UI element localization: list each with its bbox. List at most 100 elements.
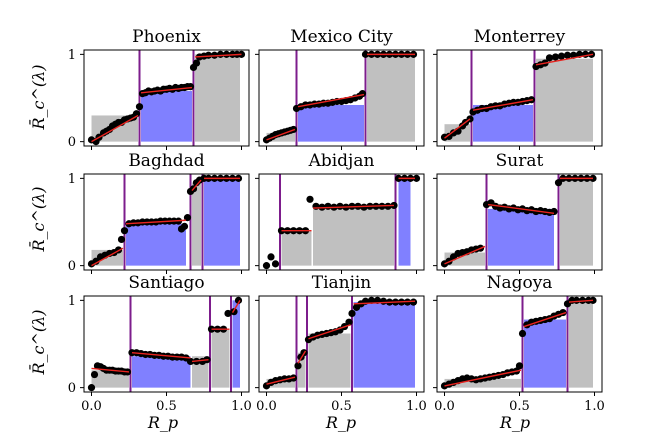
segment-bar [91,370,129,388]
x-tick-label: 0.0 [434,399,455,414]
fit-line [91,247,124,267]
data-point [358,90,367,98]
panel-title: Abidjan [308,151,375,171]
data-point [230,308,238,316]
fit-line [91,114,139,143]
x-axis-label-col-3: R_p [499,413,530,432]
plot-area [262,174,421,270]
segment-bar [281,230,312,266]
data-point [117,235,126,244]
data-point [361,50,370,58]
data-point [183,214,192,222]
x-tick-label: 1.0 [584,399,605,414]
fit-line [297,93,365,108]
plot-area [440,50,596,146]
segment-bar [488,208,554,266]
y-axis-label-row-1: R̄_c^(λ) [27,64,48,130]
panel-baghdad: Baghdad 0 1 [68,151,250,274]
y-axis-label-text: R̄_c^(λ) [27,64,48,130]
data-point [306,195,314,203]
fit-line [194,53,242,58]
segment-bar [536,58,593,142]
data-point [557,52,566,60]
panel-title: Phoenix [132,27,201,47]
y-tick-label: 1 [68,172,76,187]
y-tick-label: 1 [68,294,76,309]
data-point [204,51,213,59]
fit-line [266,376,296,385]
fit-line [444,245,486,265]
y-axis-label-text: R̄_c^(λ) [27,186,48,252]
fit-line [487,203,555,214]
y-tick-label: 0 [68,135,76,150]
plot-area [440,174,597,270]
data-point [360,203,368,211]
x-axis-label-col-2: R_p [325,413,356,432]
segment-bar [524,319,566,388]
x-tick-label: 0.5 [156,399,177,414]
data-point [348,309,356,318]
data-point [222,50,231,58]
fit-line [231,299,241,313]
data-point [132,110,141,118]
fit-line [191,179,202,192]
fit-line [444,369,522,387]
segment-bar [141,91,192,142]
data-point [192,59,201,67]
data-point [234,296,243,304]
fit-line [308,324,351,340]
x-tick-label: 0.0 [256,399,277,414]
data-point [267,253,275,261]
panel-monterrey: Monterrey [433,27,603,150]
panel-title: Tianjin [312,273,372,293]
data-point [345,318,353,326]
segment-bar [195,54,240,142]
data-point [92,257,100,265]
plot-area [440,296,597,392]
segment-bar [132,356,191,388]
labels-layer: R̄_c^(λ) R̄_c^(λ) R̄_c^(λ) R_p R_p R_p [27,64,530,432]
x-tick-label: 0.0 [81,399,102,414]
segment-bar [308,333,351,388]
x-tick-label: 0.5 [331,399,352,414]
y-axis-label-text: R̄_c^(λ) [27,309,48,375]
plot-area [87,296,243,392]
segment-bar [398,178,411,266]
segment-bar [569,300,593,388]
panel-phoenix: Phoenix 0 1 [68,27,250,150]
y-axis-label-row-2: R̄_c^(λ) [27,186,48,252]
data-point [90,370,99,379]
panel-title: Monterrey [474,27,566,47]
data-point [563,51,572,59]
fit-line [191,359,209,363]
data-point [412,174,421,182]
panel-tianjin: Tianjin 0.0 0.5 1.0 [255,273,427,414]
fit-line [140,86,193,94]
panel-title: Santiago [128,273,204,293]
panel-title: Baghdad [128,151,204,171]
y-tick-label: 0 [68,381,76,396]
plot-area [262,296,418,392]
fit-line [353,300,416,305]
data-point [554,179,563,187]
fit-line [535,53,594,66]
data-point [545,54,554,62]
data-point [515,362,524,370]
segment-bar [232,300,240,388]
data-point [87,384,96,392]
segment-bar [192,182,201,266]
fit-line [266,128,296,141]
data-point [409,298,418,306]
segment-bar [367,54,415,142]
data-point [518,329,527,338]
segment-bar [298,104,364,142]
plot-area [87,50,246,146]
segment-bar [444,378,521,388]
panel-santiago: Santiago 0 1 0.0 0.5 1.0 [68,273,252,414]
plot-area [262,50,418,146]
segment-bar [353,302,415,388]
panel-title: Surat [496,151,544,171]
x-axis-label-col-1: R_p [147,413,178,432]
x-tick-label: 1.0 [406,399,427,414]
